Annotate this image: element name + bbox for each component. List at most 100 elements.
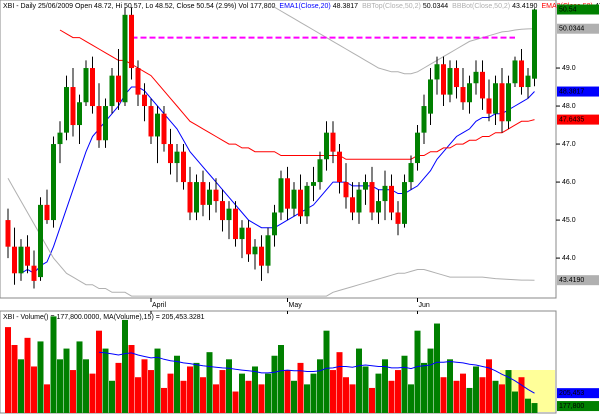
candle-body <box>161 113 167 145</box>
candle-body <box>415 132 420 164</box>
candle-body <box>259 246 264 266</box>
volume-ma-box <box>557 388 599 399</box>
volume-bar <box>427 348 434 413</box>
volume-bar <box>349 384 356 413</box>
candle-body <box>265 235 271 266</box>
candle-body <box>428 79 433 114</box>
line-value-label: 48.3817 <box>559 88 584 95</box>
volume-bar <box>102 348 109 413</box>
candle-body <box>64 87 69 133</box>
candle-body <box>200 182 206 205</box>
candle-body <box>174 151 180 164</box>
volume-bar <box>187 366 193 413</box>
volume-bar <box>310 373 317 413</box>
candle-body <box>83 68 89 103</box>
volume-bar <box>200 377 206 413</box>
x-tick-label: Jun <box>419 302 430 309</box>
candle-body <box>343 182 349 198</box>
volume-bar <box>252 366 258 413</box>
volume-bar <box>57 359 63 413</box>
volume-bar <box>180 380 187 413</box>
volume-bar <box>414 330 421 413</box>
candle-body <box>291 189 297 209</box>
candle-body <box>369 182 375 213</box>
candle-body <box>129 14 134 69</box>
y-tick-label: 45.0 <box>562 217 576 224</box>
candle-body <box>51 144 56 221</box>
legend-value: 50.0344 <box>423 3 448 10</box>
volume-bar <box>421 362 427 413</box>
candle-body <box>181 151 186 183</box>
candle-body <box>207 189 212 205</box>
candle-body <box>135 68 141 95</box>
candle-body <box>363 182 368 190</box>
volume-bar <box>83 359 89 413</box>
volume-bar <box>11 345 18 413</box>
candle-body <box>421 106 427 133</box>
candle-body <box>499 83 505 122</box>
candle-body <box>434 64 440 80</box>
volume-bar <box>271 355 278 413</box>
volume-bar <box>499 384 505 413</box>
volume-bar <box>70 370 76 413</box>
legend-value: 43.4190 <box>512 3 537 10</box>
volume-bar <box>24 337 31 413</box>
volume-bar <box>115 362 122 413</box>
volume-bar <box>44 384 50 413</box>
candle-body <box>31 265 37 281</box>
candle-body <box>142 94 147 107</box>
candle-body <box>447 68 453 95</box>
volume-bar <box>148 370 154 413</box>
close-value-label-box <box>557 4 599 15</box>
candle-body <box>324 132 329 160</box>
candle-body <box>525 75 531 88</box>
indicator-line <box>7 178 535 297</box>
candle-body <box>18 246 24 274</box>
volume-bar <box>193 362 200 413</box>
candle-body <box>506 83 511 122</box>
candle-body <box>233 208 238 240</box>
candle-body <box>467 83 472 103</box>
volume-bar <box>343 377 349 413</box>
volume-ma-label: 205,453 <box>559 390 584 397</box>
candle-body <box>512 60 518 84</box>
volume-bar <box>401 355 408 413</box>
volume-bar <box>265 373 271 413</box>
volume-bar <box>492 380 499 413</box>
volume-bar <box>122 319 128 413</box>
indicator-line <box>267 2 535 75</box>
volume-bar <box>76 341 83 413</box>
volume-bar <box>382 359 388 413</box>
candle-body <box>493 83 498 114</box>
volume-bar <box>525 398 531 413</box>
legend-name: BBBot(Close,50,2) <box>452 3 510 10</box>
line-value-label-box <box>557 275 599 286</box>
volume-bar <box>141 359 148 413</box>
y-tick-label: 48.0 <box>562 103 576 110</box>
volume-bar <box>232 391 239 413</box>
volume-bar <box>395 370 401 413</box>
candle-body <box>480 71 485 99</box>
volume-bar <box>408 384 414 413</box>
y-tick-label: 46.0 <box>562 179 576 186</box>
volume-bar <box>167 373 174 413</box>
line-value-label: 50.0344 <box>559 26 584 33</box>
y-tick-label: 49.0 <box>562 65 576 72</box>
x-tick-label: April <box>152 302 166 309</box>
candle-body <box>519 60 524 88</box>
volume-bar <box>284 370 291 413</box>
volume-bar <box>245 380 252 413</box>
close-value-label: 50.54 <box>559 6 577 13</box>
candle-body <box>25 246 30 266</box>
candle-body <box>148 106 154 137</box>
candle-body <box>311 182 316 186</box>
legend-name: EMA1(Close,20) <box>279 3 330 10</box>
volume-bar <box>512 391 518 413</box>
candle-body <box>382 185 388 202</box>
candle-body <box>57 132 63 145</box>
candle-body <box>109 75 115 107</box>
candle-body <box>330 132 336 152</box>
candle-body <box>272 212 277 236</box>
volume-bar <box>37 341 44 413</box>
